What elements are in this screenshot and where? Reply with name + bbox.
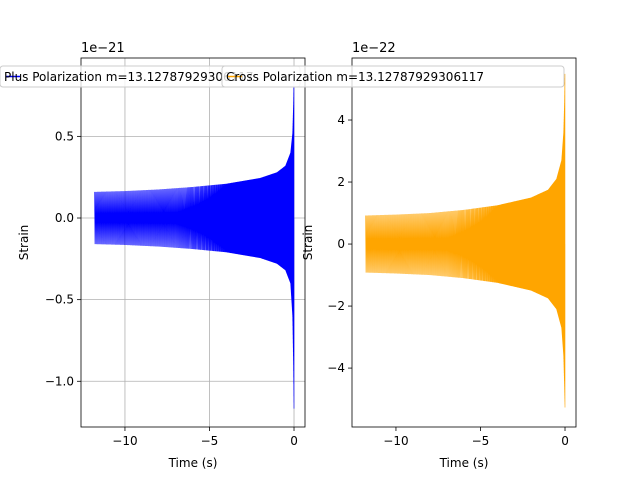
right-legend-label: Cross Polarization m=13.12787929306117 xyxy=(226,70,484,84)
right-x-ticks: −10 −5 0 xyxy=(383,427,569,448)
right-axes-frame xyxy=(351,57,577,428)
left-x-axis-label: Time (s) xyxy=(168,456,218,470)
left-y-axis-label: Strain xyxy=(17,225,31,261)
right-legend-box xyxy=(221,65,565,88)
y-tick-label: −0.5 xyxy=(45,293,74,307)
right-cross-polarization-signal xyxy=(365,73,566,408)
y-tick-label: −2 xyxy=(327,299,345,313)
left-axes-frame xyxy=(80,57,306,428)
left-y-ticks: −1.0 −0.5 0.0 0.5 xyxy=(45,129,81,388)
x-tick-label: 0 xyxy=(561,434,569,448)
right-x-axis-label: Time (s) xyxy=(439,456,489,470)
right-y-axis-label: Strain xyxy=(301,225,315,261)
x-tick-label: −5 xyxy=(201,434,219,448)
right-offset-text: 1e−22 xyxy=(352,41,396,56)
x-tick-label: −10 xyxy=(383,434,408,448)
y-tick-label: 2 xyxy=(337,175,345,189)
x-tick-label: −10 xyxy=(112,434,137,448)
right-legend: Cross Polarization m=13.12787929306117 xyxy=(221,65,565,88)
left-panel: −10 −5 0 −1.0 −0.5 0.0 0.5 1e−21 Time (s) Str… xyxy=(17,41,306,470)
right-panel: −10 −5 0 −4 −2 0 2 4 1e−22 Time (s) Strain xyxy=(301,41,577,470)
left-x-ticks: −10 −5 0 xyxy=(112,427,298,448)
y-tick-label: 0.5 xyxy=(55,129,74,143)
y-tick-label: 0 xyxy=(337,237,345,251)
left-offset-text: 1e−21 xyxy=(81,41,125,56)
y-tick-label: −4 xyxy=(327,361,345,375)
y-tick-label: 0.0 xyxy=(55,211,74,225)
x-tick-label: 0 xyxy=(290,434,298,448)
right-y-ticks: −4 −2 0 2 4 xyxy=(327,113,352,375)
x-tick-label: −5 xyxy=(472,434,490,448)
left-plus-polarization-signal xyxy=(94,74,295,409)
y-tick-label: −1.0 xyxy=(45,374,74,388)
y-tick-label: 4 xyxy=(337,113,345,127)
left-legend-label: Plus Polarization m=13.12787929306117 xyxy=(4,70,254,84)
